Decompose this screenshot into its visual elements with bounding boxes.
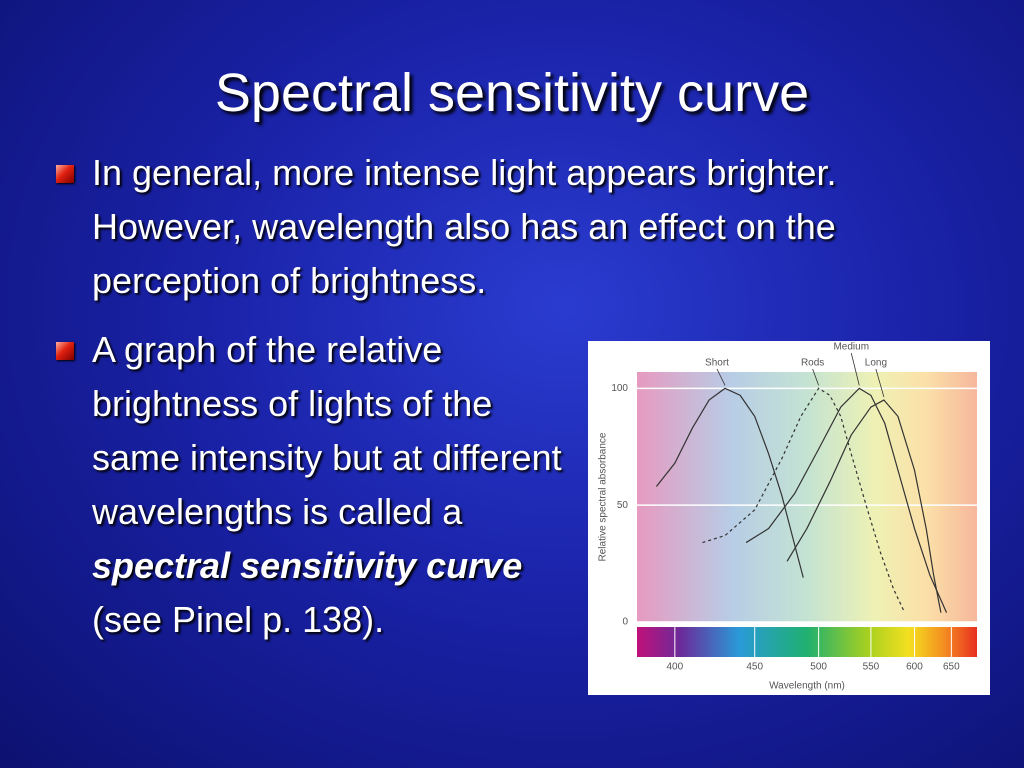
x-tick-label: 400 [666, 662, 683, 673]
x-tick-label: 550 [863, 662, 880, 673]
bullet: A graph of the relative brightness of li… [56, 323, 582, 647]
spectrum-bar [637, 627, 977, 657]
y-axis-label: Relative spectral absorbance [598, 432, 609, 561]
series-label: Long [865, 358, 887, 369]
series-label: Short [705, 358, 729, 369]
x-tick-label: 500 [810, 662, 827, 673]
label-leader [812, 368, 820, 386]
label-leader [716, 368, 726, 386]
series-line [786, 399, 942, 613]
bullet-text: (see Pinel p. 138). [92, 599, 385, 640]
bullet: In general, more intense light appears b… [56, 146, 932, 308]
slide-title: Spectral sensitivity curve [214, 63, 810, 123]
bullet-icon [56, 342, 74, 360]
x-tick-label: 600 [906, 662, 923, 673]
series-label: Rods [801, 358, 824, 369]
plot-background [637, 372, 977, 622]
chart: 0 50 100 400 450 500 550 600 650 Wavelength (nm) R… [588, 341, 990, 695]
bullet-emphasis: spectral sensitivity curve [92, 545, 523, 586]
bullet-text: In general, more intense light appears b… [92, 152, 837, 301]
y-tick-label: 100 [611, 383, 628, 394]
label-leader [875, 368, 885, 398]
x-tick-label: 650 [943, 662, 960, 673]
bullet-text: A graph of the relative brightness of li… [92, 329, 562, 532]
series-label: Medium [833, 342, 869, 353]
y-tick-label: 0 [622, 617, 628, 628]
x-axis-label: Wavelength (nm) [769, 681, 845, 692]
series-line [702, 387, 906, 613]
series-line [655, 387, 804, 578]
label-leader [850, 352, 860, 386]
y-tick-label: 50 [617, 500, 629, 511]
series-line [745, 387, 948, 613]
x-tick-label: 450 [746, 662, 763, 673]
bullet-icon [56, 165, 74, 183]
